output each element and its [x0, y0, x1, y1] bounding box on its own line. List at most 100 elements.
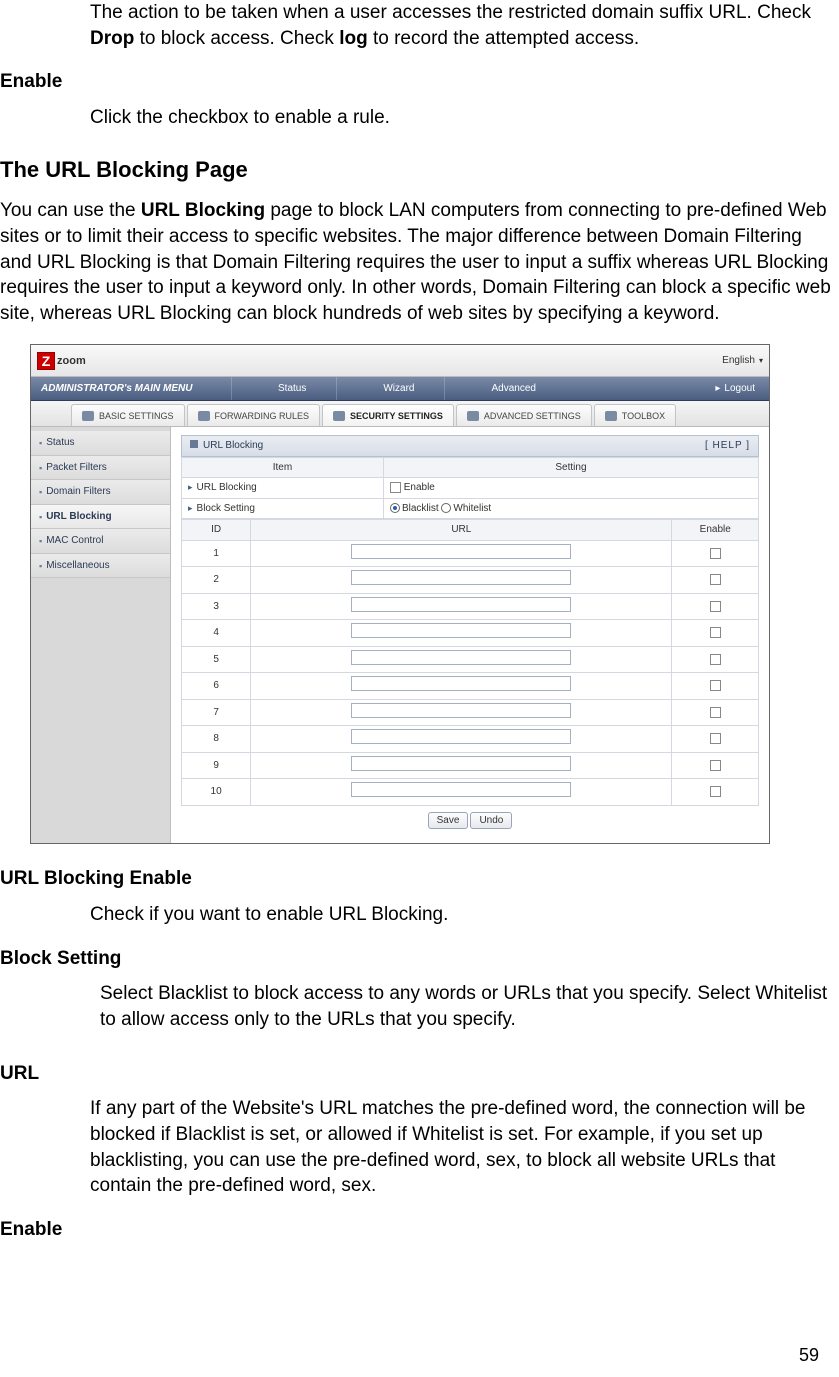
row-enable-checkbox[interactable]	[710, 786, 721, 797]
content-panel: URL Blocking [ HELP ] Item Setting ▸URL …	[171, 427, 769, 843]
tab-bar: BASIC SETTINGS FORWARDING RULES SECURITY…	[31, 401, 769, 427]
row-enable-checkbox[interactable]	[710, 601, 721, 612]
url-row: 5	[182, 646, 759, 673]
advanced-icon	[475, 384, 487, 394]
whitelist-radio[interactable]	[441, 503, 451, 513]
button-row: SaveUndo	[181, 806, 759, 836]
url-table-header: ID URL Enable	[182, 520, 759, 541]
text: to record the attempted access.	[368, 28, 639, 49]
drop-term: Drop	[90, 28, 134, 49]
menu-status[interactable]: Status	[231, 377, 336, 400]
blacklist-radio[interactable]	[390, 503, 400, 513]
url-row: 1	[182, 540, 759, 567]
menu-advanced[interactable]: Advanced	[444, 377, 565, 400]
tab-icon	[82, 411, 94, 421]
bullet-icon: ▪	[39, 535, 42, 547]
id-cell: 4	[182, 620, 251, 647]
url-input[interactable]	[351, 570, 571, 585]
sidebar-label: Miscellaneous	[46, 559, 109, 573]
logo-mark-icon: Z	[37, 352, 55, 370]
url-input[interactable]	[351, 703, 571, 718]
enable-body: Click the checkbox to enable a rule.	[90, 105, 835, 131]
panel-title-text: URL Blocking	[203, 440, 263, 451]
enable-cell	[672, 699, 759, 726]
url-col-header: URL	[251, 520, 672, 541]
id-cell: 8	[182, 726, 251, 753]
panel-title: URL Blocking	[190, 439, 263, 453]
url-input[interactable]	[351, 623, 571, 638]
sidebar-item-status[interactable]: ▪Status	[31, 431, 170, 456]
row-setting: Enable	[383, 478, 758, 499]
url-input[interactable]	[351, 729, 571, 744]
enable-checkbox[interactable]	[390, 482, 401, 493]
undo-button[interactable]: Undo	[470, 812, 512, 830]
url-row: 6	[182, 673, 759, 700]
tab-advanced-settings[interactable]: ADVANCED SETTINGS	[456, 404, 592, 426]
label-text: URL Blocking	[197, 482, 257, 493]
save-button[interactable]: Save	[428, 812, 469, 830]
shot-body: ▪Status ▪Packet Filters ▪Domain Filters …	[31, 427, 769, 843]
url-body: If any part of the Website's URL matches…	[90, 1096, 835, 1199]
sidebar-item-mac-control[interactable]: ▪ MAC Control	[31, 529, 170, 554]
tab-toolbox[interactable]: TOOLBOX	[594, 404, 676, 426]
setting-col-header: Setting	[383, 457, 758, 478]
tab-icon	[605, 411, 617, 421]
url-row: 3	[182, 593, 759, 620]
url-input[interactable]	[351, 782, 571, 797]
row-enable-checkbox[interactable]	[710, 707, 721, 718]
url-cell	[251, 779, 672, 806]
id-cell: 2	[182, 567, 251, 594]
section-paragraph: You can use the URL Blocking page to blo…	[0, 198, 835, 326]
tab-label: ADVANCED SETTINGS	[484, 410, 581, 422]
url-input[interactable]	[351, 544, 571, 559]
sidebar-label: MAC Control	[46, 534, 103, 548]
bullet-icon: ▪	[39, 560, 42, 572]
row-enable-checkbox[interactable]	[710, 574, 721, 585]
row-enable-checkbox[interactable]	[710, 627, 721, 638]
sidebar-item-miscellaneous[interactable]: ▪ Miscellaneous	[31, 554, 170, 579]
sidebar-label: Packet Filters	[46, 461, 107, 475]
url-cell	[251, 752, 672, 779]
url-cell	[251, 593, 672, 620]
row-label: ▸Block Setting	[182, 498, 384, 519]
logo: Z zoom	[37, 352, 86, 370]
url-cell	[251, 673, 672, 700]
row-enable-checkbox[interactable]	[710, 760, 721, 771]
row-enable-checkbox[interactable]	[710, 654, 721, 665]
menu-logout[interactable]: ▸ Logout	[685, 377, 769, 400]
help-link[interactable]: [ HELP ]	[705, 439, 750, 453]
url-input[interactable]	[351, 676, 571, 691]
sidebar-item-url-blocking[interactable]: ▪URL Blocking	[31, 505, 170, 530]
sidebar-item-packet-filters[interactable]: ▪Packet Filters	[31, 456, 170, 481]
logout-arrow-icon: ▸	[715, 382, 720, 396]
block-setting-row: ▸Block Setting Blacklist Whitelist	[182, 498, 759, 519]
menu-wizard[interactable]: Wizard	[336, 377, 444, 400]
row-enable-checkbox[interactable]	[710, 548, 721, 559]
config-table: Item Setting ▸URL Blocking Enable ▸Block…	[181, 457, 759, 520]
row-enable-checkbox[interactable]	[710, 733, 721, 744]
url-input[interactable]	[351, 650, 571, 665]
enable-cell	[672, 673, 759, 700]
sidebar-label: Domain Filters	[46, 485, 110, 499]
menu-label: Wizard	[383, 382, 414, 396]
tab-basic-settings[interactable]: BASIC SETTINGS	[71, 404, 185, 426]
tab-forwarding-rules[interactable]: FORWARDING RULES	[187, 404, 321, 426]
whitelist-label: Whitelist	[453, 503, 491, 514]
menu-label: Advanced	[491, 382, 535, 396]
url-input[interactable]	[351, 597, 571, 612]
language-selector[interactable]: English ▾	[722, 354, 763, 368]
enable-col-header: Enable	[672, 520, 759, 541]
row-label: ▸URL Blocking	[182, 478, 384, 499]
url-input[interactable]	[351, 756, 571, 771]
tab-label: FORWARDING RULES	[215, 410, 310, 422]
blacklist-label: Blacklist	[402, 503, 439, 514]
wizard-icon	[367, 384, 379, 394]
id-cell: 7	[182, 699, 251, 726]
tab-label: SECURITY SETTINGS	[350, 410, 443, 422]
tab-security-settings[interactable]: SECURITY SETTINGS	[322, 404, 454, 426]
row-enable-checkbox[interactable]	[710, 680, 721, 691]
url-row: 8	[182, 726, 759, 753]
sidebar-item-domain-filters[interactable]: ▪Domain Filters	[31, 480, 170, 505]
log-term: log	[339, 28, 368, 49]
enable2-heading: Enable	[0, 1217, 839, 1243]
